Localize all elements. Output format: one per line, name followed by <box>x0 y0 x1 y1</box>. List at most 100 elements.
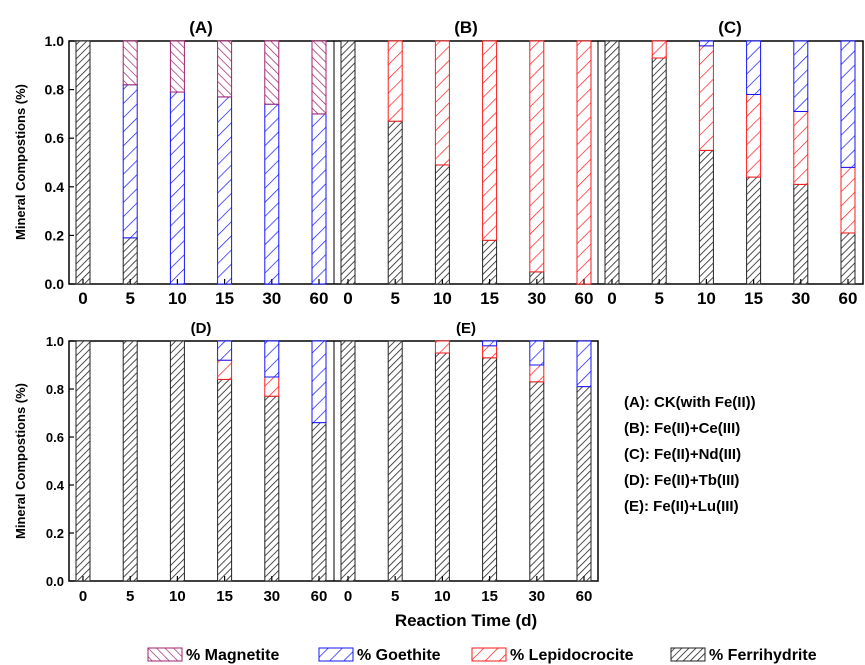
panel-title-b: (B) <box>454 18 478 37</box>
bar-d-ferrihydrite-5 <box>122 340 138 582</box>
bar-c-ferrihydrite-10 <box>698 149 714 285</box>
x-tick-label: 5 <box>126 588 134 605</box>
x-tick-label: 5 <box>391 588 399 605</box>
bar-a-goethite-10 <box>169 91 185 285</box>
condition-key-b: (B): Fe(II)+Ce(III) <box>624 420 740 437</box>
bar-e-ferrihydrite-15 <box>482 357 498 582</box>
bar-c-ferrihydrite-30 <box>793 183 809 285</box>
x-tick-label: 60 <box>576 588 593 605</box>
bar-e-lepidocrocite-30 <box>529 364 545 383</box>
legend-swatch-magnetite <box>147 647 183 662</box>
bar-a-magnetite-15 <box>217 40 233 98</box>
y-tick-label: 0.2 <box>46 526 64 541</box>
bar-c-goethite-60 <box>840 40 856 168</box>
bar-a-goethite-15 <box>217 96 233 285</box>
bar-d-lepidocrocite-30 <box>264 376 280 397</box>
bar-c-lepidocrocite-60 <box>840 166 856 234</box>
y-axis-title-top: Mineral Compostions (%) <box>13 84 28 240</box>
legend-label-magnetite: % Magnetite <box>186 647 279 664</box>
condition-key: (A): CK(with Fe(II)) (B): Fe(II)+Ce(III)… <box>624 394 756 515</box>
bar-c-lepidocrocite-30 <box>793 110 809 185</box>
x-tick-label: 10 <box>433 289 452 308</box>
bar-e-ferrihydrite-5 <box>387 340 403 582</box>
bar-c-lepidocrocite-10 <box>698 45 714 151</box>
bar-d-lepidocrocite-15 <box>217 359 233 380</box>
bar-d-ferrihydrite-60 <box>311 422 327 582</box>
y-tick-label: 0.4 <box>45 179 65 195</box>
bar-b-lepidocrocite-15 <box>482 40 498 241</box>
bar-d-goethite-30 <box>264 340 280 378</box>
bar-b-ferrihydrite-5 <box>387 120 403 285</box>
panel-title-a: (A) <box>189 18 213 37</box>
legend-label-goethite: % Goethite <box>357 647 441 664</box>
bar-e-goethite-30 <box>529 340 545 366</box>
bar-d-goethite-15 <box>217 340 233 361</box>
bar-e-lepidocrocite-15 <box>482 345 498 359</box>
bar-c-ferrihydrite-60 <box>840 232 856 285</box>
bar-c-goethite-15 <box>746 40 762 95</box>
bar-a-magnetite-30 <box>264 40 280 105</box>
x-tick-label: 15 <box>480 289 499 308</box>
bar-a-goethite-5 <box>122 84 138 239</box>
bar-d-ferrihydrite-0 <box>75 340 91 582</box>
y-tick-label: 0.6 <box>46 430 64 445</box>
x-tick-label: 30 <box>528 588 545 605</box>
bar-b-ferrihydrite-0 <box>340 40 356 285</box>
x-tick-label: 0 <box>344 588 352 605</box>
bar-a-goethite-60 <box>311 113 327 285</box>
condition-key-c: (C): Fe(II)+Nd(III) <box>624 446 741 463</box>
panel-title-d: (D) <box>191 320 212 337</box>
y-tick-label: 0.8 <box>45 82 65 98</box>
y-tick-label: 1.0 <box>45 33 65 49</box>
x-tick-label: 30 <box>791 289 810 308</box>
x-tick-label: 0 <box>343 289 352 308</box>
bar-e-ferrihydrite-0 <box>340 340 356 582</box>
bar-c-goethite-30 <box>793 40 809 112</box>
bar-d-ferrihydrite-15 <box>217 378 233 582</box>
y-tick-label: 0.0 <box>46 574 64 589</box>
bar-b-ferrihydrite-10 <box>434 164 450 285</box>
x-tick-label: 0 <box>78 289 87 308</box>
x-tick-label: 0 <box>79 588 87 605</box>
bar-a-magnetite-5 <box>122 40 138 86</box>
bar-e-ferrihydrite-30 <box>529 381 545 582</box>
x-tick-label: 10 <box>169 588 186 605</box>
legend-swatch-ferrihydrite <box>670 647 706 662</box>
condition-key-d: (D): Fe(II)+Tb(III) <box>624 472 739 489</box>
bar-a-ferrihydrite-0 <box>75 40 91 285</box>
bar-c-goethite-10 <box>698 40 714 47</box>
x-tick-label: 5 <box>654 289 663 308</box>
bar-c-ferrihydrite-0 <box>604 40 620 285</box>
bar-a-goethite-30 <box>264 103 280 285</box>
y-tick-label: 0.8 <box>46 382 64 397</box>
y-tick-label: 0.0 <box>45 276 65 292</box>
legend-label-lepidocrocite: % Lepidocrocite <box>510 647 634 664</box>
x-tick-label: 10 <box>434 588 451 605</box>
bar-c-lepidocrocite-5 <box>651 40 667 59</box>
x-tick-label: 10 <box>697 289 716 308</box>
bar-d-goethite-60 <box>311 340 327 424</box>
y-tick-label: 1.0 <box>46 334 64 349</box>
y-tick-label: 0.2 <box>45 227 65 243</box>
x-tick-label: 30 <box>263 588 280 605</box>
bar-d-ferrihydrite-10 <box>169 340 185 582</box>
panel-title-e: (E) <box>456 320 476 337</box>
bar-b-lepidocrocite-5 <box>387 40 403 122</box>
x-tick-label: 60 <box>310 289 329 308</box>
x-tick-label: 5 <box>125 289 134 308</box>
bar-c-ferrihydrite-5 <box>651 57 667 285</box>
legend: % Magnetite % Goethite % Lepidocrocite %… <box>147 647 817 664</box>
y-tick-label: 0.6 <box>45 130 65 146</box>
x-tick-label: 30 <box>262 289 281 308</box>
legend-label-ferrihydrite: % Ferrihydrite <box>709 647 817 664</box>
legend-swatch-lepidocrocite <box>471 647 507 662</box>
condition-key-e: (E): Fe(II)+Lu(III) <box>624 498 739 515</box>
x-tick-label: 60 <box>311 588 328 605</box>
bar-e-goethite-60 <box>576 340 592 388</box>
x-axis-title: Reaction Time (d) <box>395 611 537 630</box>
panel-frame-top <box>68 40 864 285</box>
bar-e-lepidocrocite-10 <box>434 340 450 354</box>
bar-e-ferrihydrite-10 <box>434 352 450 582</box>
bar-b-ferrihydrite-15 <box>482 239 498 285</box>
